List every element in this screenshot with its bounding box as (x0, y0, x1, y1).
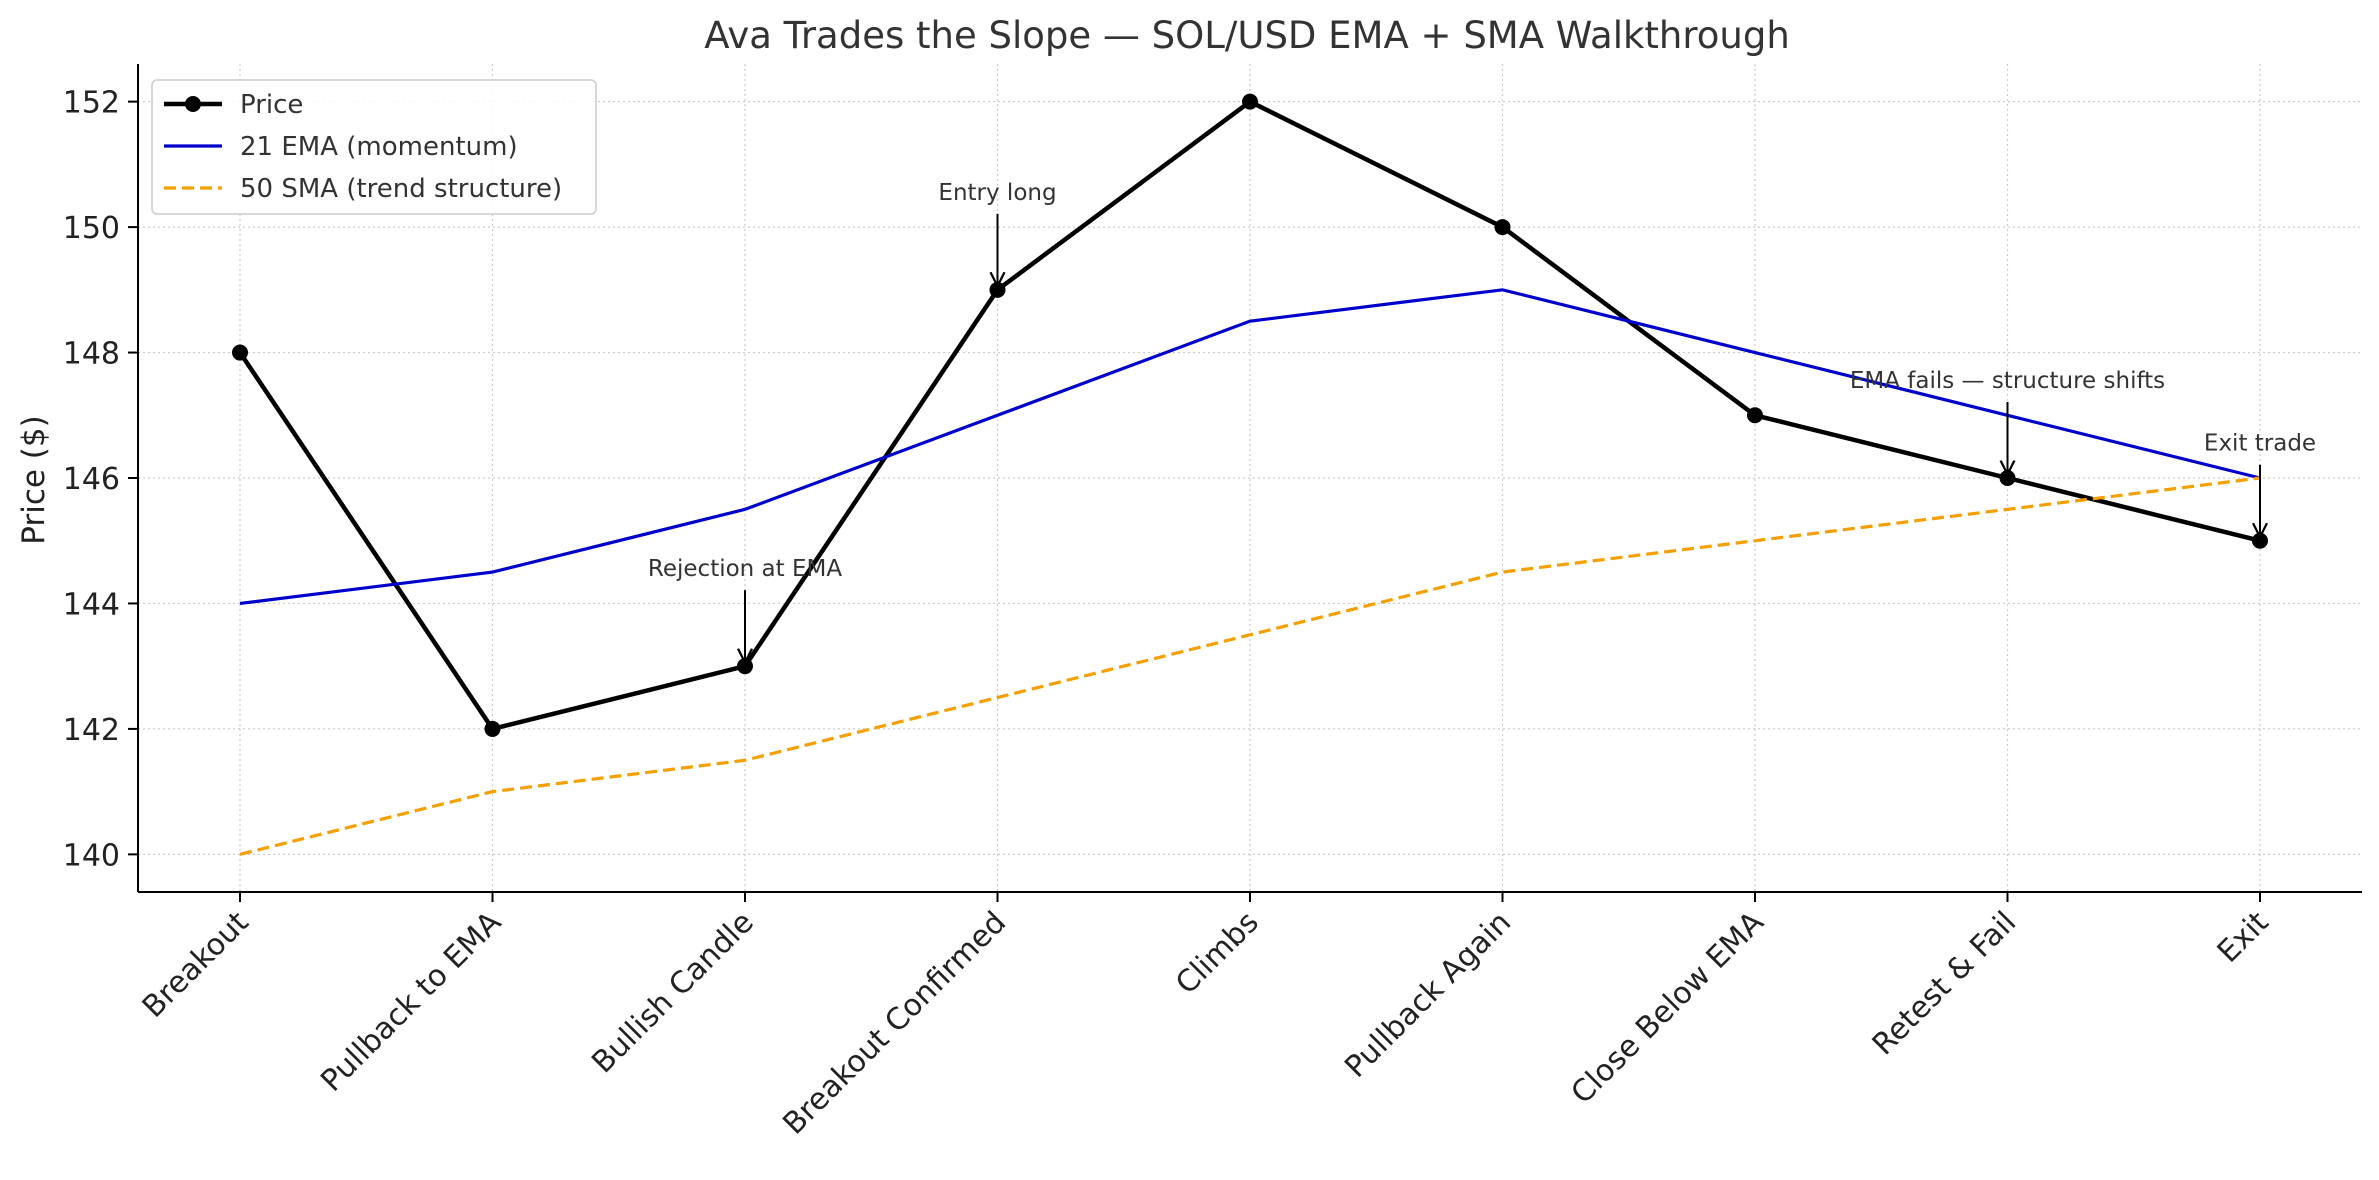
legend-entry-label: Price (240, 90, 303, 120)
price-point-marker (484, 720, 501, 737)
legend-entry-label: 21 EMA (momentum) (240, 132, 518, 162)
legend-box (151, 79, 597, 215)
x-tick-label: Breakout (136, 905, 256, 1025)
x-tick-label: Retest & Fail (1866, 905, 2023, 1062)
x-tick-label: Pullback Again (1338, 905, 1518, 1085)
x-tick-label: Climbs (1169, 905, 1266, 1002)
legend-swatch-marker (185, 96, 201, 112)
x-tick-label: Close Below EMA (1565, 905, 1771, 1111)
y-tick-label: 152 (63, 86, 120, 121)
x-tick-label: Breakout Confirmed (776, 905, 1013, 1142)
series-line-50-sma-trend-structure (239, 476, 2261, 856)
y-tick-label: 148 (63, 337, 120, 372)
x-tick-label: Pullback to EMA (314, 905, 508, 1099)
annotation-label: Entry long (938, 180, 1056, 206)
x-tick-label: Bullish Candle (585, 905, 760, 1080)
y-tick-label: 146 (63, 462, 120, 497)
legend-entry-label: 50 SMA (trend structure) (240, 174, 562, 204)
legend: Price 21 EMA (momentum) 50 SMA (trend stru… (151, 79, 597, 215)
y-tick-label: 140 (63, 838, 120, 873)
x-tick-label: Exit (2211, 905, 2276, 970)
annotation-label: EMA fails — structure shifts (1850, 368, 2165, 394)
price-point-marker (1242, 93, 1258, 110)
y-tick-label: 144 (63, 587, 120, 622)
y-tick-label: 142 (63, 713, 120, 748)
annotation-label: Rejection at EMA (648, 556, 842, 582)
series-line-21-ema-momentum (239, 288, 2261, 606)
price-point-marker (1494, 219, 1511, 236)
annotation-layer: Rejection at EMA Entry long EMA fails — st… (648, 180, 2316, 661)
price-point-marker (232, 344, 248, 361)
y-tick-label: 150 (63, 211, 120, 246)
chart-title: Ava Trades the Slope — SOL/USD EMA + SMA… (704, 14, 1790, 57)
annotation-label: Exit trade (2204, 431, 2316, 457)
price-point-marker (1747, 407, 1763, 424)
y-axis-label: Price ($) (16, 415, 52, 544)
